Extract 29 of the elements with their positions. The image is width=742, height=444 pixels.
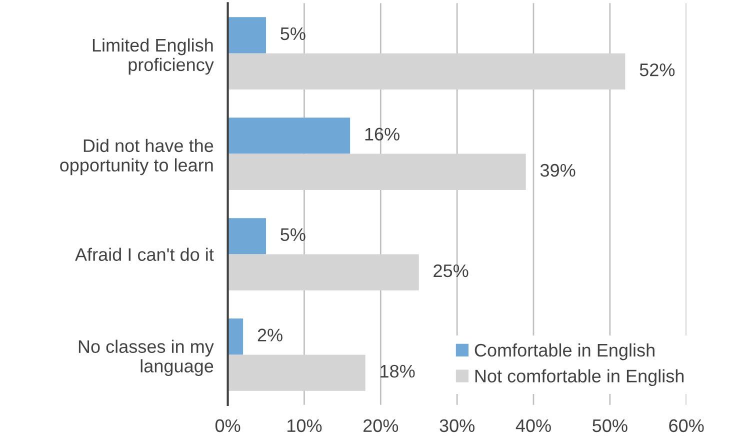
bar bbox=[228, 254, 419, 290]
bar bbox=[228, 318, 244, 355]
x-tick-label: 0% bbox=[215, 419, 240, 432]
data-label: 25% bbox=[434, 264, 468, 278]
data-label: 2% bbox=[258, 328, 282, 342]
x-tick-label: 10% bbox=[288, 419, 322, 432]
y-tick-label: Limited English proficiency bbox=[92, 38, 214, 75]
y-tick-label: Did not have the opportunity to learn bbox=[60, 138, 214, 176]
data-label: 16% bbox=[365, 128, 400, 141]
bar bbox=[228, 17, 266, 54]
x-tick-label: 40% bbox=[516, 419, 551, 432]
bar bbox=[228, 354, 366, 391]
bar bbox=[228, 218, 266, 254]
x-tick-label: 50% bbox=[592, 419, 628, 432]
y-tick-label: Afraid I can't do it bbox=[75, 248, 214, 261]
bar bbox=[228, 53, 626, 90]
data-label: 18% bbox=[380, 364, 415, 378]
x-tick-label: 30% bbox=[440, 419, 474, 432]
data-label: 39% bbox=[540, 164, 576, 177]
data-label: 5% bbox=[280, 27, 306, 40]
x-tick-label: 60% bbox=[669, 419, 704, 432]
legend-label: Comfortable in English bbox=[474, 343, 654, 360]
data-label: 52% bbox=[640, 63, 675, 76]
data-label: 5% bbox=[280, 228, 306, 242]
y-tick-label: No classes in my language bbox=[78, 340, 214, 376]
legend-label: Not comfortable in English bbox=[475, 369, 684, 386]
bar bbox=[228, 118, 350, 154]
bar bbox=[228, 154, 526, 190]
x-tick-label: 20% bbox=[363, 419, 398, 432]
